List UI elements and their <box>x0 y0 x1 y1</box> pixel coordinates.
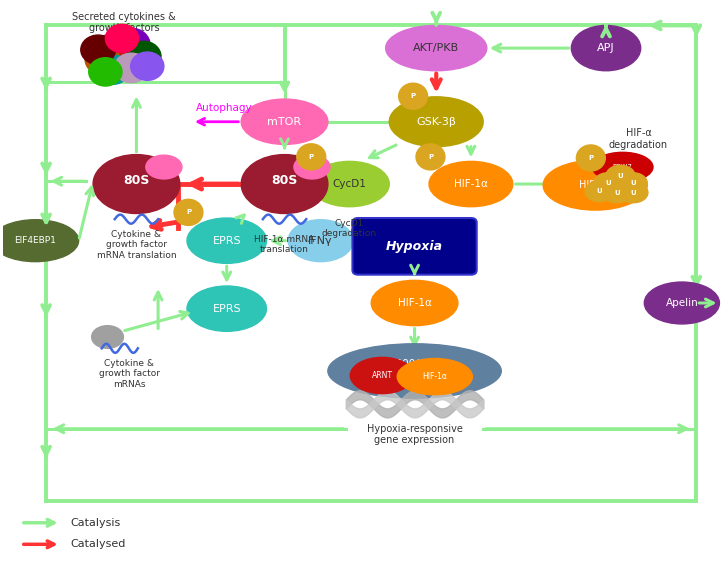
Ellipse shape <box>328 344 502 398</box>
Text: Cytokine &
growth factor
mRNA translation: Cytokine & growth factor mRNA translatio… <box>97 230 176 260</box>
Ellipse shape <box>593 152 653 182</box>
Ellipse shape <box>241 99 328 144</box>
Ellipse shape <box>130 52 164 81</box>
Ellipse shape <box>429 161 513 206</box>
Text: Cytokine &
growth factor
mRNAs: Cytokine & growth factor mRNAs <box>99 359 159 389</box>
Ellipse shape <box>606 165 635 186</box>
Ellipse shape <box>310 161 389 206</box>
Ellipse shape <box>89 58 122 86</box>
Text: U: U <box>630 189 636 196</box>
Text: U: U <box>617 173 623 178</box>
Ellipse shape <box>93 154 180 213</box>
Text: HIF-1α mRNA
translation: HIF-1α mRNA translation <box>254 235 314 255</box>
Text: GSK-3β: GSK-3β <box>416 117 456 127</box>
Text: P: P <box>588 155 593 161</box>
Text: Autophagy: Autophagy <box>197 102 253 113</box>
Ellipse shape <box>0 220 79 261</box>
Text: mTOR: mTOR <box>267 117 301 127</box>
Ellipse shape <box>594 173 622 193</box>
Ellipse shape <box>397 359 472 395</box>
Text: HIF-1α: HIF-1α <box>454 179 488 189</box>
Text: P: P <box>309 154 314 160</box>
Text: U: U <box>630 180 636 186</box>
Text: Catalysed: Catalysed <box>70 539 125 549</box>
Ellipse shape <box>371 280 458 325</box>
Text: Catalysis: Catalysis <box>70 518 120 528</box>
Text: 80S: 80S <box>272 174 298 187</box>
Ellipse shape <box>174 199 203 225</box>
Ellipse shape <box>602 182 631 202</box>
Text: P: P <box>428 154 433 160</box>
Text: Apelin: Apelin <box>665 298 698 308</box>
Ellipse shape <box>113 28 150 62</box>
Ellipse shape <box>577 145 605 171</box>
Ellipse shape <box>95 55 130 84</box>
Ellipse shape <box>386 25 487 71</box>
Ellipse shape <box>103 45 138 77</box>
Ellipse shape <box>91 34 131 71</box>
Ellipse shape <box>416 144 445 170</box>
Text: HIF-1α: HIF-1α <box>579 180 611 190</box>
Text: CycD1
degradation: CycD1 degradation <box>322 219 377 238</box>
Ellipse shape <box>618 173 647 193</box>
Text: U: U <box>597 188 602 194</box>
Ellipse shape <box>297 144 325 170</box>
Ellipse shape <box>187 286 266 331</box>
Text: 80S: 80S <box>123 174 150 187</box>
Text: APJ: APJ <box>597 43 615 53</box>
Ellipse shape <box>92 325 124 348</box>
FancyBboxPatch shape <box>352 218 477 275</box>
Ellipse shape <box>106 24 138 53</box>
Text: p300/CBP: p300/CBP <box>389 359 440 369</box>
Ellipse shape <box>644 282 719 324</box>
Text: U: U <box>606 180 611 186</box>
Text: EPRS: EPRS <box>213 304 241 313</box>
Ellipse shape <box>127 41 161 72</box>
Ellipse shape <box>619 182 648 202</box>
Ellipse shape <box>114 53 149 82</box>
Ellipse shape <box>571 25 641 71</box>
Text: AKT/PKB: AKT/PKB <box>414 43 459 53</box>
Text: EPRS: EPRS <box>213 236 241 246</box>
Ellipse shape <box>187 218 266 263</box>
Ellipse shape <box>389 97 483 146</box>
Text: Hypoxia: Hypoxia <box>386 240 443 253</box>
Ellipse shape <box>241 154 328 213</box>
Text: P: P <box>411 93 416 99</box>
Ellipse shape <box>85 44 120 75</box>
Text: Secreted cytokines &
growth factors: Secreted cytokines & growth factors <box>72 12 176 33</box>
Text: FBW7: FBW7 <box>613 164 633 170</box>
Ellipse shape <box>288 220 353 261</box>
Text: HIF-1α: HIF-1α <box>397 298 432 308</box>
Ellipse shape <box>81 35 116 65</box>
Ellipse shape <box>146 155 182 179</box>
Text: HIF-α
degradation: HIF-α degradation <box>609 128 668 149</box>
Text: U: U <box>614 189 620 196</box>
Text: EIF4EBP1: EIF4EBP1 <box>15 236 56 245</box>
Ellipse shape <box>350 358 414 394</box>
Ellipse shape <box>543 160 647 210</box>
Text: P: P <box>186 209 191 216</box>
Text: Hypoxia-responsive
gene expression: Hypoxia-responsive gene expression <box>367 424 462 445</box>
Ellipse shape <box>294 155 330 179</box>
Ellipse shape <box>399 83 427 109</box>
Text: IFNγ: IFNγ <box>309 236 333 246</box>
Ellipse shape <box>585 181 614 201</box>
Text: CycD1: CycD1 <box>333 179 366 189</box>
Text: HIF-1α: HIF-1α <box>422 372 447 381</box>
Text: ARNT: ARNT <box>371 371 392 380</box>
